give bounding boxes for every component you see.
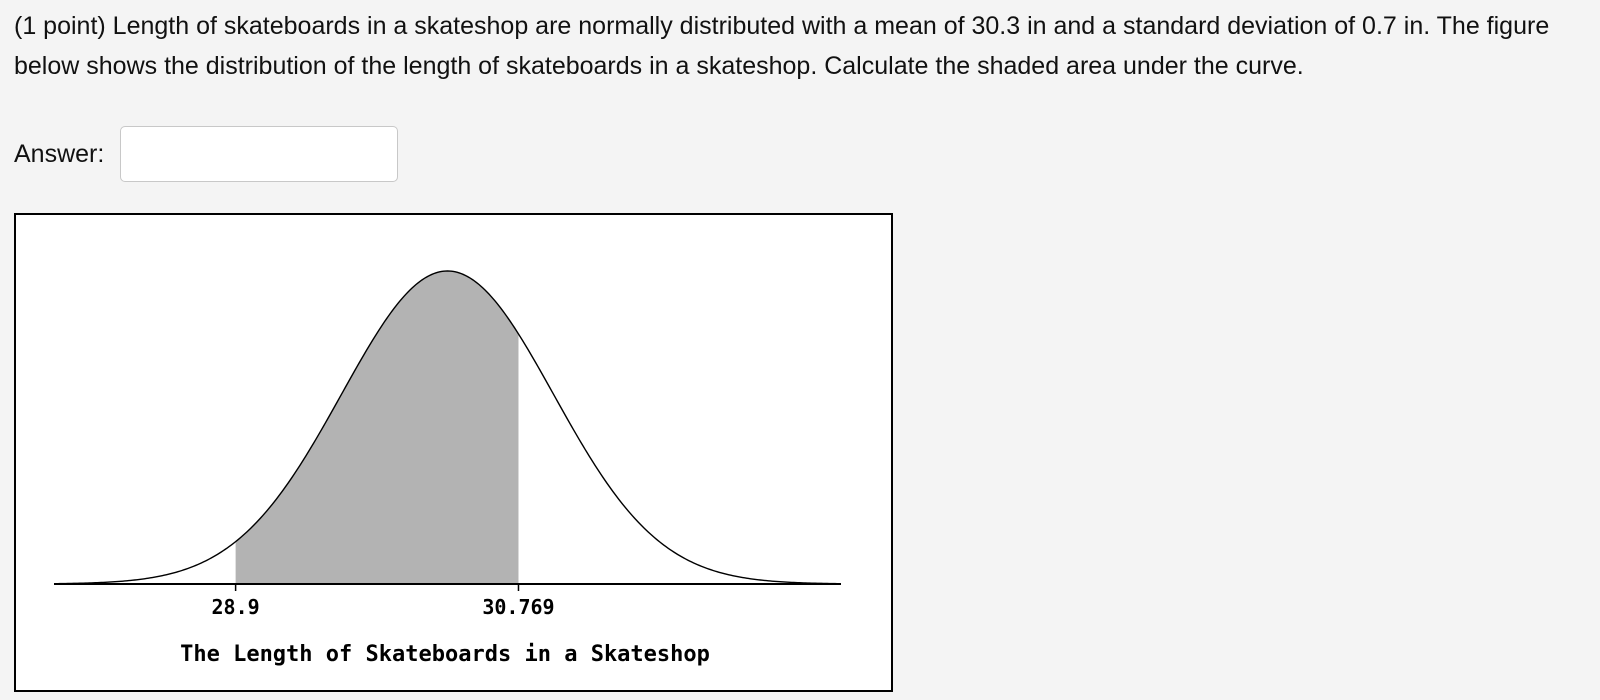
tick-label-lower: 28.9 — [212, 595, 260, 619]
problem-points: (1 point) — [14, 12, 113, 40]
answer-label: Answer: — [14, 139, 105, 168]
normal-curve-chart: 28.9 30.769 The Length of Skateboards in… — [53, 270, 842, 667]
normal-distribution-figure: 28.9 30.769 The Length of Skateboards in… — [14, 213, 893, 692]
answer-row: Answer: — [14, 124, 399, 184]
chart-x-label: The Length of Skateboards in a Skateshop — [180, 642, 710, 667]
answer-input[interactable] — [120, 126, 399, 182]
problem-text: Length of skateboards in a skateshop are… — [14, 12, 1550, 80]
problem-statement: (1 point) Length of skateboards in a ska… — [14, 6, 1584, 86]
normal-curve — [53, 270, 842, 585]
shaded-area — [235, 271, 519, 584]
tick-label-upper: 30.769 — [482, 595, 554, 619]
